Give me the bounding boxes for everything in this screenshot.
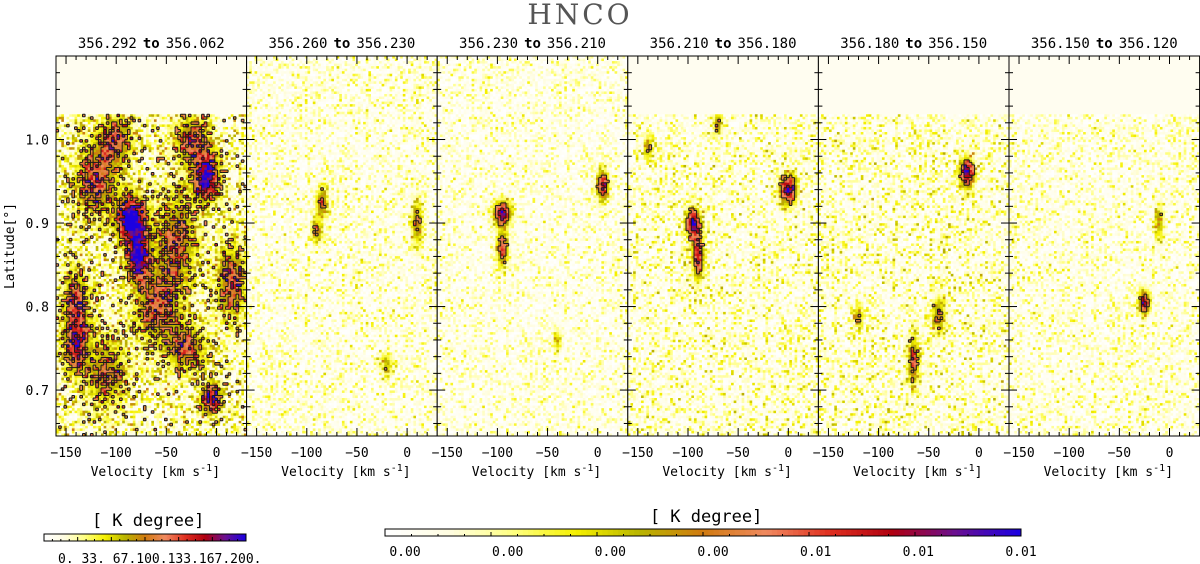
- x-tick-label: −50: [917, 446, 940, 461]
- panel-4: −150 −100 −50 0 356.210 to 356.180 Velocity [km…: [622, 36, 819, 480]
- heatmap-panel-1: [56, 56, 247, 436]
- x-tick-label: −50: [1108, 446, 1131, 461]
- x-tick-label: −100: [482, 446, 513, 461]
- x-axis-label: Velocity [km s-1]: [1044, 463, 1173, 480]
- panel-title: 356.292 to 356.062: [78, 36, 225, 52]
- x-tick-label: 0: [213, 446, 221, 461]
- colorbar-label: [K degree]: [650, 507, 762, 527]
- y-tick-label: 0.9: [26, 217, 49, 232]
- colorbar-tick-label: 0.00: [389, 545, 420, 560]
- panel-title-to: to: [1096, 36, 1113, 52]
- panel-6: −150 −100 −50 0 356.150 to 356.120 Velocity [km…: [1003, 36, 1200, 480]
- y-tick-label: 0.7: [26, 384, 49, 399]
- panel-title: 356.260 to 356.230: [268, 36, 415, 52]
- x-tick-label: −100: [1054, 446, 1085, 461]
- x-tick-label: −100: [672, 446, 703, 461]
- x-tick-label: −150: [432, 446, 463, 461]
- panel-3: −150 −100 −50 0 356.230 to 356.210 Velocity [km…: [432, 36, 629, 480]
- panel-title-from: 356.180: [840, 36, 899, 52]
- y-axis-label: Latitude[°]: [3, 203, 18, 289]
- x-tick-label: 0: [594, 446, 602, 461]
- panel-title-end: 356.120: [1119, 36, 1178, 52]
- panel-title-end: 356.150: [928, 36, 987, 52]
- x-tick-label: −150: [813, 446, 844, 461]
- panel-1: −150 −100 −50 0 356.292 to 356.062 Velocity [km…: [50, 36, 247, 480]
- x-tick-label: 0: [1166, 446, 1174, 461]
- x-tick-label: −50: [345, 446, 368, 461]
- panel-title-to: to: [524, 36, 541, 52]
- x-tick-label: −100: [101, 446, 132, 461]
- x-axis-label: Velocity [km s-1]: [281, 463, 410, 480]
- panel-5: −150 −100 −50 0 356.180 to 356.150 Velocity [km…: [813, 36, 1010, 480]
- panel-title-to: to: [333, 36, 350, 52]
- panel-title: 356.230 to 356.210: [459, 36, 606, 52]
- panel-title: 356.210 to 356.180: [650, 36, 797, 52]
- panel-title-end: 356.230: [356, 36, 415, 52]
- panel-title-end: 356.062: [166, 36, 225, 52]
- panel-title-from: 356.210: [650, 36, 709, 52]
- x-tick-label: −100: [863, 446, 894, 461]
- x-axis-label: Velocity [km s-1]: [662, 463, 791, 480]
- x-tick-label: −150: [1003, 446, 1034, 461]
- heatmap-panel-2: [247, 56, 438, 436]
- x-tick-label: 0: [975, 446, 983, 461]
- panel-title-end: 356.180: [738, 36, 797, 52]
- panel-title-to: to: [715, 36, 732, 52]
- x-tick-label: −50: [536, 446, 559, 461]
- y-tick-label: 1.0: [26, 134, 49, 149]
- colorbar-tick-labels: 0. 33. 67.100.133.167.200.: [58, 552, 262, 564]
- x-tick-label: −50: [155, 446, 178, 461]
- panel-title: 356.180 to 356.150: [840, 36, 987, 52]
- colorbar-tick-label: 0.01: [1005, 545, 1036, 560]
- colorbar-tick-label: 0.01: [800, 545, 831, 560]
- panel-title-from: 356.150: [1031, 36, 1090, 52]
- y-axis: 0.7 0.8 0.9 1.0 Latitude[°]: [3, 134, 49, 400]
- x-tick-label: −150: [241, 446, 272, 461]
- panel-title-from: 356.260: [268, 36, 327, 52]
- panel-title-to: to: [143, 36, 160, 52]
- x-axis-label: Velocity [km s-1]: [472, 463, 601, 480]
- panel-title: 356.150 to 356.120: [1031, 36, 1178, 52]
- colorbar-1: [K degree] 0. 33. 67.100.133.167.200.: [44, 511, 262, 564]
- x-tick-label: −150: [50, 446, 81, 461]
- x-tick-label: 0: [784, 446, 792, 461]
- heatmap-panel-3: [437, 56, 628, 436]
- heatmap-panel-4: [628, 56, 819, 436]
- panel-title-from: 356.292: [78, 36, 137, 52]
- x-tick-label: −100: [291, 446, 322, 461]
- panel-title-from: 356.230: [459, 36, 518, 52]
- colorbar-tick-label: 0.00: [595, 545, 626, 560]
- chart-title: HNCO: [527, 0, 632, 31]
- colorbar-2: [K degree] 0.00 0.00 0.00 0.00 0.01 0.01 0.01: [385, 507, 1037, 560]
- panel-title-end: 356.210: [547, 36, 606, 52]
- heatmap-panel-6: [1009, 56, 1200, 436]
- x-tick-label: 0: [403, 446, 411, 461]
- x-tick-label: −50: [726, 446, 749, 461]
- colorbar-tick-label: 0.00: [492, 545, 523, 560]
- y-tick-label: 0.8: [26, 301, 49, 316]
- panel-title-to: to: [905, 36, 922, 52]
- colorbar-tick-label: 0.00: [697, 545, 728, 560]
- x-axis-label: Velocity [km s-1]: [91, 463, 220, 480]
- panel-2: −150 −100 −50 0 356.260 to 356.230 Velocity [km…: [241, 36, 438, 480]
- colorbar-tick-label: 0.01: [903, 545, 934, 560]
- colorbar-label: [K degree]: [92, 511, 204, 531]
- x-axis-label: Velocity [km s-1]: [853, 463, 982, 480]
- x-tick-label: −150: [622, 446, 653, 461]
